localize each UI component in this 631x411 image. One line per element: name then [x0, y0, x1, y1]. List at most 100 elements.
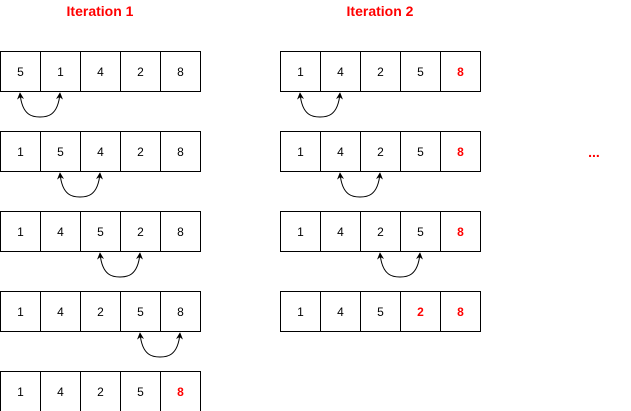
cell-box — [80, 131, 121, 172]
swap-arrow — [377, 252, 423, 278]
array-cell: 5 — [400, 51, 441, 92]
cell-box — [440, 131, 481, 172]
iteration-1: Iteration 15 1 4 2 81 5 4 2 81 4 5 2 81 4 2 5 81 4 2 5 8 — [0, 3, 201, 411]
cell-value: 2 — [137, 65, 144, 79]
diagram-root: Iteration 15 1 4 2 81 5 4 2 81 4 5 2 81 4 2 5 81 4 2 5 8Iter… — [0, 3, 481, 411]
cell-box — [280, 51, 321, 92]
sorted-value: 8 — [457, 225, 464, 239]
cell-box — [160, 211, 201, 252]
cell-box — [360, 291, 401, 332]
array-cell: 1 — [0, 291, 41, 332]
cell-value: 5 — [137, 385, 144, 399]
array-cell: 5 — [0, 51, 41, 92]
swap-arrow — [57, 172, 103, 198]
array-cell: 4 — [40, 291, 81, 332]
array-cell: 8 — [160, 211, 201, 252]
cell-box — [400, 291, 441, 332]
cell-value: 8 — [177, 65, 184, 79]
cell-value: 4 — [337, 305, 344, 319]
sorted-value: 8 — [457, 305, 464, 319]
cell-box — [280, 131, 321, 172]
cell-value: 4 — [337, 65, 344, 79]
array-row: 5 1 4 2 8 — [0, 51, 201, 118]
cell-value: 5 — [417, 145, 424, 159]
array-cell: 2 — [80, 291, 121, 332]
cell-value: 4 — [97, 65, 104, 79]
continuation-ellipsis: ... — [588, 144, 600, 160]
array-cell: 4 — [320, 51, 361, 92]
cell-value: 8 — [177, 145, 184, 159]
cell-value: 5 — [17, 65, 24, 79]
iteration-title: Iteration 1 — [67, 3, 134, 19]
cell-value: 8 — [177, 305, 184, 319]
cell-box — [160, 371, 201, 411]
cell-value: 1 — [297, 145, 304, 159]
cell-box — [440, 291, 481, 332]
cell-box — [400, 131, 441, 172]
array-cell: 8 — [160, 291, 201, 332]
cell-box — [40, 211, 81, 252]
iteration-title: Iteration 2 — [347, 3, 414, 19]
array-cell: 2 — [80, 371, 121, 411]
array-row: 1 5 4 2 8 — [0, 131, 201, 198]
swap-arrow — [137, 332, 183, 358]
cell-box — [80, 51, 121, 92]
array-cell: 8 — [160, 51, 201, 92]
cell-box — [160, 131, 201, 172]
cell-value: 4 — [57, 225, 64, 239]
cell-box — [40, 371, 81, 411]
array-cell: 4 — [80, 51, 121, 92]
cell-box — [40, 51, 81, 92]
array-cell: 5 — [120, 371, 161, 411]
cell-box — [80, 211, 121, 252]
cell-value: 1 — [297, 305, 304, 319]
cell-box — [160, 51, 201, 92]
swap-arrow — [17, 92, 63, 118]
cell-box — [320, 51, 361, 92]
array-cell: 5 — [360, 291, 401, 332]
array-row: 1 4 2 5 8 — [280, 211, 481, 278]
cell-box — [120, 211, 161, 252]
array-row: 1 4 2 5 8 — [280, 131, 481, 198]
cell-value: 1 — [57, 65, 64, 79]
cell-value: 4 — [337, 225, 344, 239]
cell-value: 2 — [377, 225, 384, 239]
array-cell: 1 — [0, 371, 41, 411]
cell-value: 5 — [377, 305, 384, 319]
array-cell: 2 — [120, 51, 161, 92]
array-cell: 8 — [440, 211, 481, 252]
array-cell: 5 — [80, 211, 121, 252]
sorted-value: 8 — [457, 145, 464, 159]
iteration-2: Iteration 2 1 4 2 5 8 1 4 2 5 8 1 4 2 5 8 1 4 5 2 8 — [280, 3, 481, 332]
cell-value: 2 — [97, 385, 104, 399]
array-cell: 1 — [280, 291, 321, 332]
array-cell: 5 — [120, 291, 161, 332]
array-cell: 4 — [40, 211, 81, 252]
cell-box — [440, 211, 481, 252]
cell-value: 5 — [97, 225, 104, 239]
array-cell: 4 — [40, 371, 81, 411]
cell-box — [440, 51, 481, 92]
cell-box — [160, 291, 201, 332]
array-cell: 1 — [0, 211, 41, 252]
cell-value: 5 — [57, 145, 64, 159]
sorted-value: 8 — [457, 65, 464, 79]
swap-arrow — [97, 252, 143, 278]
cell-value: 1 — [297, 65, 304, 79]
array-cell: 8 — [440, 291, 481, 332]
cell-box — [320, 211, 361, 252]
cell-value: 4 — [97, 145, 104, 159]
array-cell: 1 — [0, 131, 41, 172]
array-cell: 4 — [320, 131, 361, 172]
cell-box — [0, 51, 41, 92]
cell-value: 2 — [97, 305, 104, 319]
array-cell: 5 — [400, 131, 441, 172]
cell-box — [400, 211, 441, 252]
cell-box — [80, 291, 121, 332]
cell-box — [280, 291, 321, 332]
array-cell: 5 — [40, 131, 81, 172]
array-row: 1 4 2 5 8 — [280, 51, 481, 118]
cell-box — [360, 51, 401, 92]
cell-value: 5 — [137, 305, 144, 319]
